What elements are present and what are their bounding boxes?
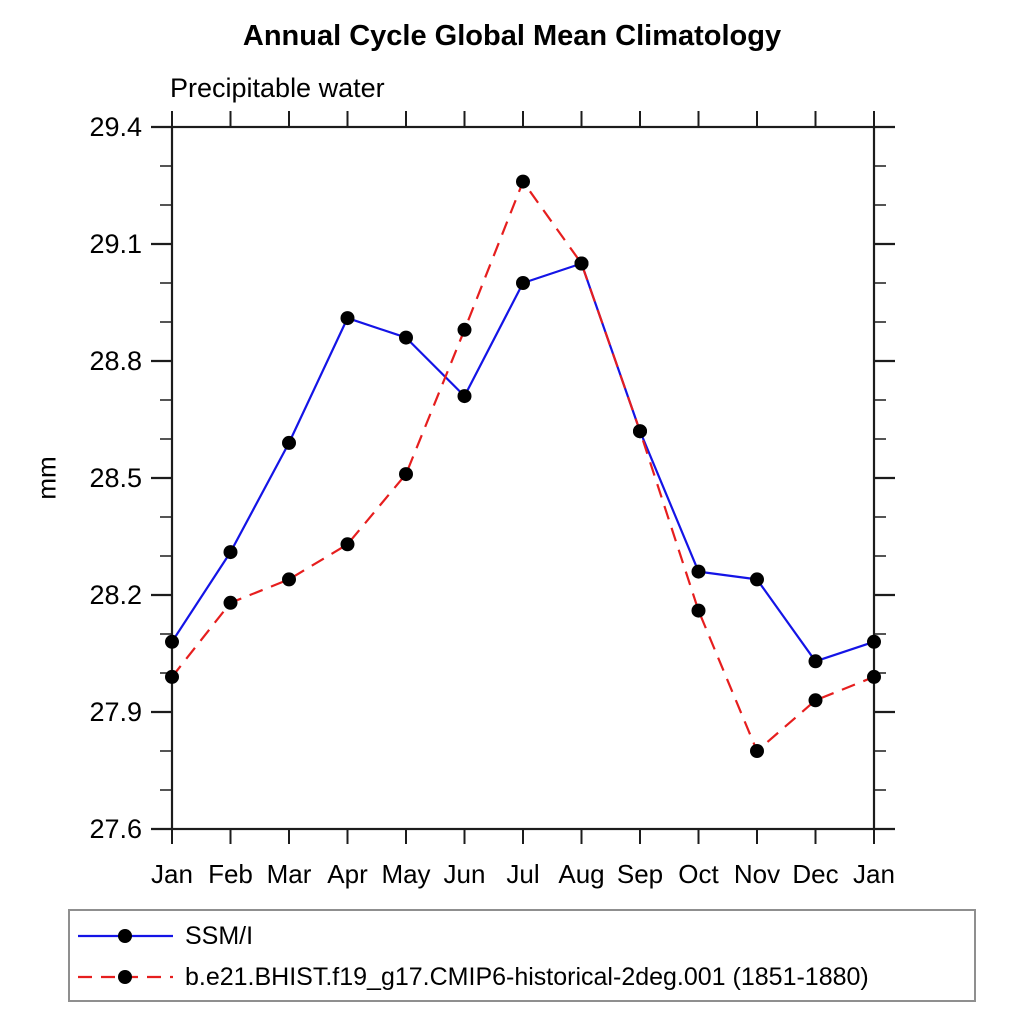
y-tick-label: 27.6 xyxy=(89,814,142,844)
data-point-marker xyxy=(516,276,530,290)
data-point-marker xyxy=(340,311,355,326)
chart-subtitle: Precipitable water xyxy=(170,73,385,103)
data-point-marker xyxy=(574,256,589,271)
data-point-marker xyxy=(808,654,823,669)
data-point-marker xyxy=(808,693,823,708)
data-point-marker xyxy=(633,424,647,439)
data-point-marker xyxy=(223,595,238,610)
data-point-marker xyxy=(282,572,296,587)
chart-title: Annual Cycle Global Mean Climatology xyxy=(242,20,782,52)
month-label: Mar xyxy=(267,859,312,889)
ssmi-line xyxy=(171,262,875,663)
plot-frame xyxy=(170,125,876,831)
y-tick-label: 27.9 xyxy=(89,697,142,727)
data-point-marker xyxy=(516,174,530,189)
data-point-marker xyxy=(165,634,179,649)
month-label: Oct xyxy=(678,859,719,889)
data-point-marker xyxy=(867,634,881,649)
legend-box: SSM/I b.e21.BHIST.f19_g17.CMIP6-historic… xyxy=(68,909,976,1002)
data-point-marker xyxy=(340,537,355,552)
month-label: Sep xyxy=(617,859,663,889)
month-label: Dec xyxy=(792,859,838,889)
ssmi-line-swatch xyxy=(78,929,173,943)
month-label: May xyxy=(381,859,430,889)
data-point-marker xyxy=(399,330,413,345)
data-point-marker xyxy=(223,545,238,560)
data-point-marker xyxy=(282,435,296,450)
data-point-marker xyxy=(867,669,881,684)
model-line-swatch xyxy=(78,970,173,984)
data-point-marker xyxy=(691,564,706,579)
month-label: Apr xyxy=(327,859,368,889)
y-tick-label: 28.8 xyxy=(89,346,142,376)
y-tick-label: 29.1 xyxy=(89,229,142,259)
data-point-marker xyxy=(165,669,179,684)
month-label: Feb xyxy=(208,859,253,889)
data-point-marker xyxy=(691,603,706,618)
data-point-marker xyxy=(457,322,472,337)
y-tick-label: 28.5 xyxy=(89,463,142,493)
data-point-marker xyxy=(399,467,413,482)
y-tick-label: 29.4 xyxy=(89,112,142,142)
data-point-marker xyxy=(750,744,764,758)
legend-item-model: b.e21.BHIST.f19_g17.CMIP6-historical-2de… xyxy=(78,962,869,991)
legend-item-ssmi: SSM/I xyxy=(78,921,254,950)
month-label: Jul xyxy=(506,859,539,889)
legend-marker-sample xyxy=(118,970,132,984)
legend-marker-sample xyxy=(118,929,132,943)
data-point-marker xyxy=(750,572,764,587)
month-label: Jun xyxy=(444,859,486,889)
legend-label-model: b.e21.BHIST.f19_g17.CMIP6-historical-2de… xyxy=(185,962,869,991)
legend-label-ssmi: SSM/I xyxy=(185,921,254,950)
data-point-marker xyxy=(457,389,472,404)
month-label: Aug xyxy=(558,859,604,889)
month-label: Nov xyxy=(734,859,780,889)
month-label: Jan xyxy=(151,859,193,889)
y-tick-label: 28.2 xyxy=(89,580,142,610)
month-label: Jan xyxy=(853,859,895,889)
